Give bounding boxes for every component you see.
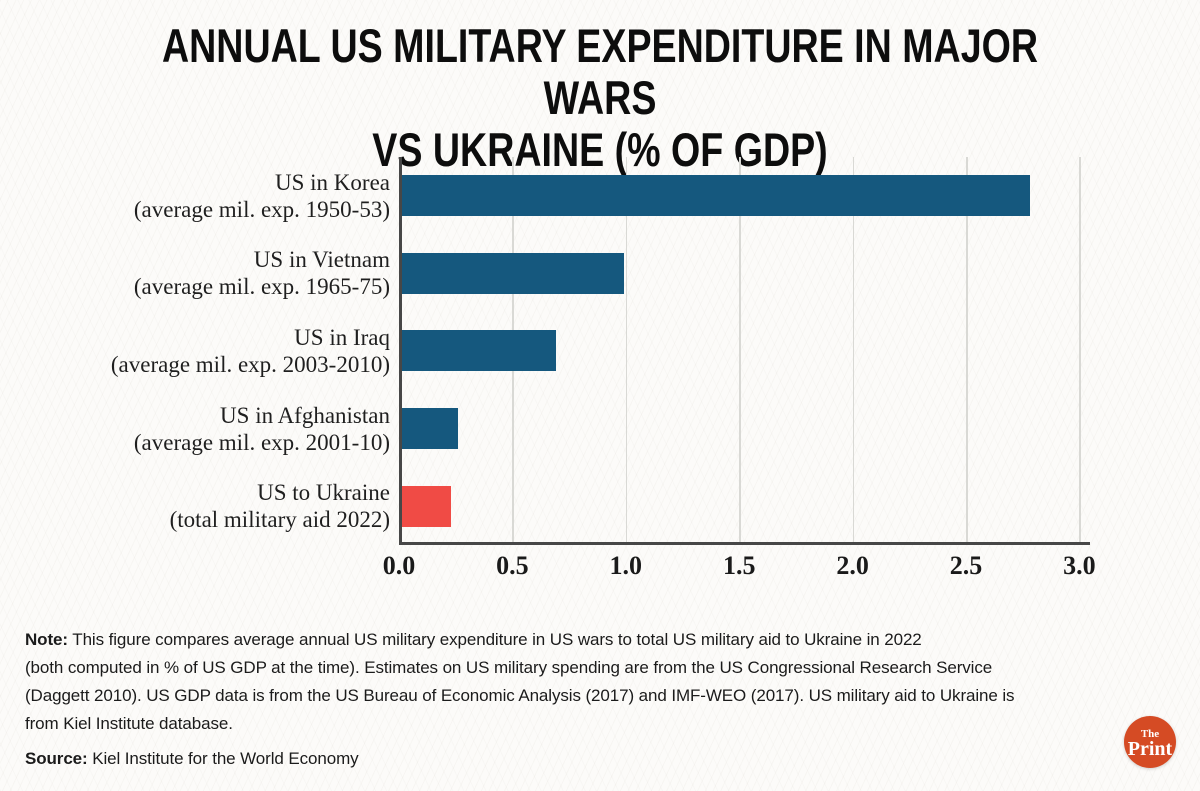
bar-row [399, 312, 1090, 390]
category-label: US to Ukraine (total military aid 2022) [0, 467, 390, 545]
category-label-sub: (total military aid 2022) [169, 507, 390, 533]
bar-us-to-ukraine [401, 485, 452, 527]
x-tick-label-2.0: 2.0 [836, 551, 869, 580]
category-label-sub: (average mil. exp. 2003-2010) [110, 351, 390, 377]
gridline-x-2.5 [966, 157, 968, 543]
category-label: US in Korea (average mil. exp. 1950-53) [0, 157, 390, 235]
bar-row [399, 157, 1090, 235]
category-label: US in Vietnam (average mil. exp. 1965-75) [0, 235, 390, 313]
x-tick-label-1.5: 1.5 [722, 551, 756, 580]
theprint-logo-print: Print [1127, 737, 1173, 760]
note-line: Note: This figure compares average annua… [25, 626, 1095, 654]
x-axis-tick-labels: 0.0 0.5 1.0 1.5 2.0 2.5 3.0 [383, 551, 1096, 587]
category-label-sub: (average mil. exp. 1950-53) [133, 196, 390, 222]
category-label-main: US in Afghanistan [220, 402, 390, 428]
bar-row [399, 467, 1090, 545]
category-label-main: US in Iraq [294, 324, 390, 350]
bar-row [399, 390, 1090, 468]
chart-title-line-2: VS UKRAINE (% OF GDP) [372, 123, 828, 176]
category-label-main: US in Vietnam [253, 247, 390, 273]
note-line: (both computed in % of US GDP at the tim… [25, 658, 993, 677]
note-line-text: This figure compares average annual US m… [72, 630, 922, 649]
x-tick-label-2.5: 2.5 [949, 551, 983, 580]
category-label: US in Iraq (average mil. exp. 2003-2010) [0, 312, 390, 390]
x-tick-label-0.5: 0.5 [496, 551, 529, 580]
theprint-logo: The Print [1124, 716, 1176, 768]
plot-area [399, 157, 1090, 545]
x-axis-spine [399, 542, 1090, 545]
theprint-logo-the: The [1140, 727, 1160, 740]
x-tick-label-0.0: 0.0 [382, 551, 416, 580]
source-value: Kiel Institute for the World Economy [92, 749, 359, 768]
source-text: Source: Kiel Institute for the World Eco… [25, 745, 359, 773]
note-line: (Daggett 2010). US GDP data is from the … [25, 686, 1015, 705]
category-label-sub: (average mil. exp. 2001-10) [133, 429, 390, 455]
note-label: Note: [25, 630, 68, 649]
chart-title-line-1: ANNUAL US MILITARY EXPENDITURE IN MAJOR … [162, 19, 1038, 124]
y-axis-category-labels: US in Korea (average mil. exp. 1950-53) US… [0, 157, 390, 545]
gridline-x-3 [1079, 157, 1081, 543]
bar-us-in-korea [401, 175, 1030, 217]
category-label-main: US in Korea [275, 169, 390, 195]
gridline-x-1 [625, 157, 628, 543]
note-text: Note: This figure compares average annua… [25, 626, 1095, 738]
x-tick-label-1.0: 1.0 [609, 551, 643, 580]
bar-us-in-vietnam [401, 252, 624, 294]
chart-title: ANNUAL US MILITARY EXPENDITURE IN MAJOR … [120, 20, 1080, 176]
x-tick-label-3.0: 3.0 [1063, 551, 1096, 580]
gridline-x-2 [852, 157, 855, 543]
note-line: from Kiel Institute database. [25, 714, 233, 733]
category-label-main: US to Ukraine [257, 480, 390, 506]
bar-us-in-afghanistan [401, 408, 459, 450]
category-label-sub: (average mil. exp. 1965-75) [133, 274, 390, 300]
gridline-x-1.5 [739, 157, 741, 543]
bar-us-in-iraq [401, 330, 556, 372]
bar-row [399, 235, 1090, 313]
source-label: Source: [25, 749, 88, 768]
y-axis-spine [399, 157, 402, 545]
category-label: US in Afghanistan (average mil. exp. 2001… [0, 390, 390, 468]
